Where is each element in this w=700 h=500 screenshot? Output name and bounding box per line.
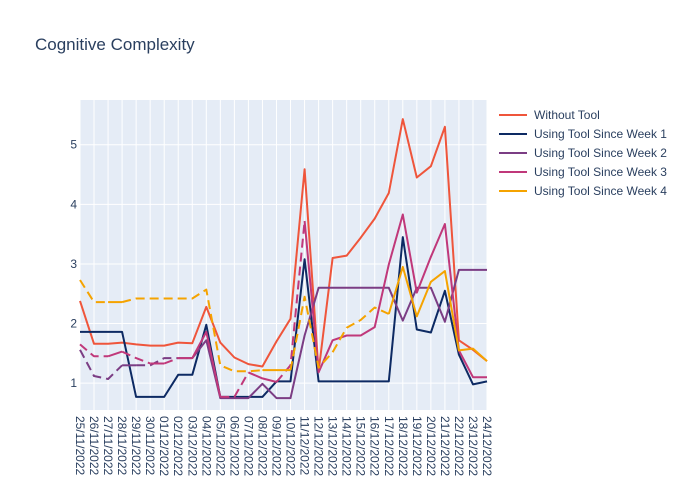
series-line-segment — [387, 265, 488, 362]
series-2 — [80, 236, 488, 398]
x-tick-label: 24/12/2022 — [480, 416, 494, 476]
legend-label: Without Tool — [534, 108, 600, 122]
x-tick-label: 09/12/2022 — [269, 416, 283, 476]
y-axis-ticks: 1 2 3 4 5 — [70, 138, 77, 390]
legend-label: Using Tool Since Week 3 — [534, 165, 667, 179]
legend-label: Using Tool Since Week 2 — [534, 146, 667, 160]
series-line-segment — [303, 213, 487, 379]
x-tick-label: 27/11/2022 — [101, 416, 115, 475]
x-tick-label: 21/12/2022 — [438, 416, 452, 476]
series-line-segment — [79, 279, 109, 304]
legend[interactable]: Without Tool Using Tool Since Week 1 Using… — [499, 108, 667, 198]
x-tick-label: 06/12/2022 — [227, 416, 241, 476]
x-tick-label: 11/12/2022 — [298, 416, 312, 475]
series-line-segment — [80, 236, 488, 398]
x-tick-label: 12/12/2022 — [312, 416, 326, 476]
y-tick-label: 1 — [70, 376, 77, 390]
series-line-segment — [289, 295, 390, 371]
series-line-segment — [178, 268, 487, 400]
series-line-segment — [121, 288, 263, 373]
x-tick-label: 15/12/2022 — [354, 416, 368, 476]
x-tick-label: 10/12/2022 — [284, 416, 298, 476]
chart-title: Cognitive Complexity — [35, 35, 195, 54]
legend-item[interactable]: Using Tool Since Week 3 — [499, 165, 667, 179]
x-tick-label: 17/12/2022 — [382, 416, 396, 476]
series-line-segment — [220, 371, 250, 398]
series-line-segment — [79, 343, 109, 358]
series-1 — [79, 118, 488, 373]
x-tick-label: 22/12/2022 — [452, 416, 466, 476]
series-4 — [79, 213, 487, 398]
series-lines — [79, 118, 488, 400]
series-line-segment — [163, 357, 179, 365]
series-3 — [79, 268, 487, 400]
x-tick-label: 13/12/2022 — [326, 416, 340, 476]
x-tick-label: 14/12/2022 — [340, 416, 354, 476]
x-tick-label: 25/11/2022 — [73, 416, 87, 475]
x-tick-label: 16/12/2022 — [368, 416, 382, 476]
series-line-segment — [178, 330, 222, 398]
y-tick-label: 5 — [70, 138, 77, 152]
series-line-segment — [107, 350, 123, 358]
x-axis-ticks: 25/11/2022 26/11/2022 27/11/2022 28/11/2022… — [73, 416, 494, 476]
x-tick-label: 29/11/2022 — [129, 416, 143, 475]
series-line-segment — [121, 350, 151, 365]
x-tick-label: 18/12/2022 — [396, 416, 410, 476]
legend-label: Using Tool Since Week 4 — [534, 184, 667, 198]
y-tick-label: 4 — [70, 197, 77, 211]
x-tick-label: 01/12/2022 — [157, 416, 171, 476]
x-tick-label: 28/11/2022 — [115, 416, 129, 475]
plot-background — [80, 100, 487, 410]
legend-item[interactable]: Using Tool Since Week 2 — [499, 146, 667, 160]
grid — [79, 100, 488, 410]
series-line-segment — [79, 118, 488, 373]
series-line-segment — [79, 349, 123, 380]
x-tick-label: 08/12/2022 — [255, 416, 269, 476]
series-line-segment — [136, 357, 179, 367]
y-tick-label: 2 — [70, 317, 77, 331]
series-line-segment — [248, 371, 277, 383]
y-tick-label: 3 — [70, 257, 77, 271]
legend-item[interactable]: Using Tool Since Week 4 — [499, 184, 667, 198]
x-tick-label: 26/11/2022 — [87, 416, 101, 475]
x-tick-label: 30/11/2022 — [143, 416, 157, 475]
x-tick-label: 19/12/2022 — [410, 416, 424, 476]
legend-item[interactable]: Without Tool — [499, 108, 600, 122]
x-tick-label: 02/12/2022 — [171, 416, 185, 476]
legend-item[interactable]: Using Tool Since Week 1 — [499, 127, 667, 141]
x-tick-label: 20/12/2022 — [424, 416, 438, 476]
x-tick-label: 03/12/2022 — [185, 416, 199, 476]
x-tick-label: 04/12/2022 — [199, 416, 213, 476]
x-tick-label: 07/12/2022 — [241, 416, 255, 476]
legend-label: Using Tool Since Week 1 — [534, 127, 667, 141]
x-tick-label: 05/12/2022 — [213, 416, 227, 476]
x-tick-label: 23/12/2022 — [466, 416, 480, 476]
series-5 — [79, 265, 488, 373]
